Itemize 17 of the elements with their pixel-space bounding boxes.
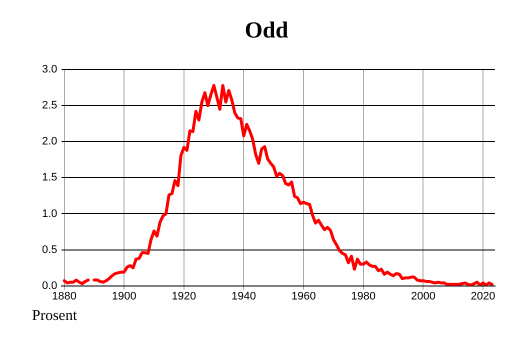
y-tick-label: 0.5 — [42, 244, 58, 256]
y-tick-label: 2.0 — [42, 136, 58, 148]
chart-title: Odd — [244, 18, 288, 43]
x-tick-label: 1920 — [172, 290, 196, 302]
x-tick-label: 1880 — [52, 290, 77, 302]
x-tick-label: 2020 — [470, 290, 496, 302]
x-tick-label: 1980 — [351, 290, 376, 302]
y-tick-label: 0.0 — [42, 280, 58, 292]
x-tick-label: 2000 — [410, 290, 436, 302]
x-tick-label: 1960 — [291, 290, 316, 302]
y-tick-label: 1.0 — [42, 208, 58, 220]
y-axis-title: Prosent — [32, 308, 77, 325]
y-tick-label: 1.5 — [42, 172, 58, 184]
x-tick-label: 1940 — [232, 290, 256, 302]
y-tick-label: 2.5 — [42, 100, 58, 112]
y-tick-label: 3.0 — [42, 64, 58, 76]
x-tick-label: 1900 — [112, 290, 136, 302]
